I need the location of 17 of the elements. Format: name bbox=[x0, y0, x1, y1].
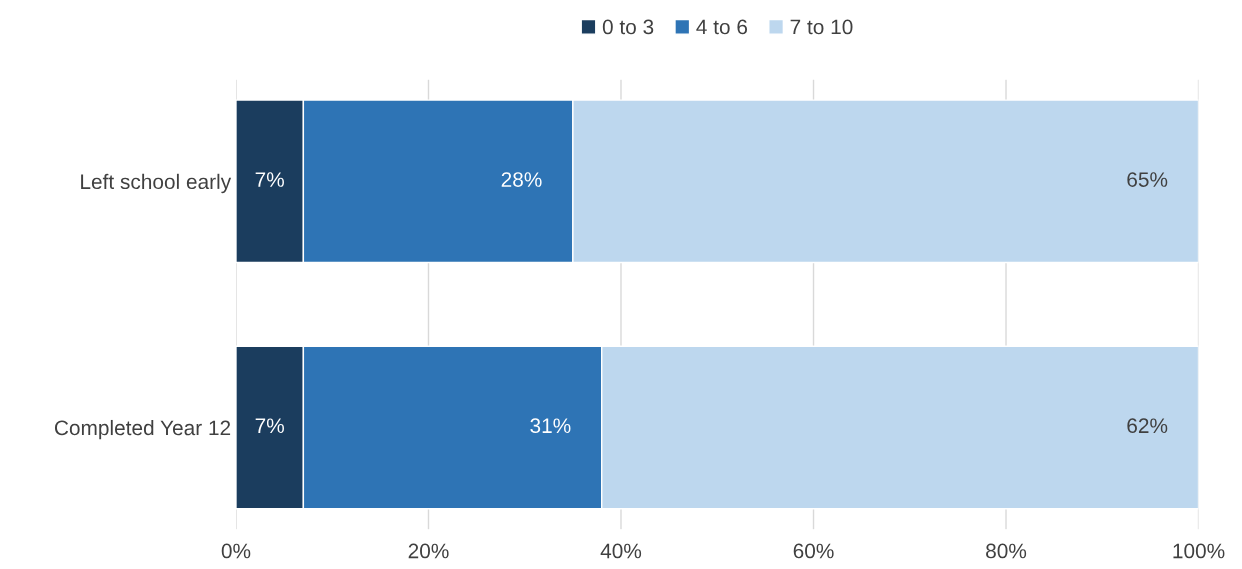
text: 62% bbox=[1127, 418, 1168, 434]
x-tick-label: 20% bbox=[408, 543, 449, 559]
x-tick-label: 40% bbox=[600, 543, 642, 559]
x-tick-label: 0% bbox=[221, 543, 251, 559]
x-tick-label: 60% bbox=[793, 543, 834, 559]
legend-label: 7 to 10 bbox=[790, 19, 853, 35]
text: 28% bbox=[501, 172, 542, 187]
legend-label: 0 to 3 bbox=[602, 19, 654, 35]
text: 31% bbox=[530, 418, 571, 434]
y-tick-label: Completed Year 12 bbox=[54, 419, 231, 440]
x-tick-label: 100% bbox=[1173, 543, 1225, 559]
y-tick-label: Left school early bbox=[81, 173, 232, 194]
text: 65% bbox=[1127, 172, 1168, 187]
x-tick-label: 80% bbox=[986, 543, 1027, 559]
legend-label: 4 to 6 bbox=[696, 19, 748, 35]
text: 7% bbox=[255, 172, 284, 187]
text: 7% bbox=[255, 418, 284, 434]
